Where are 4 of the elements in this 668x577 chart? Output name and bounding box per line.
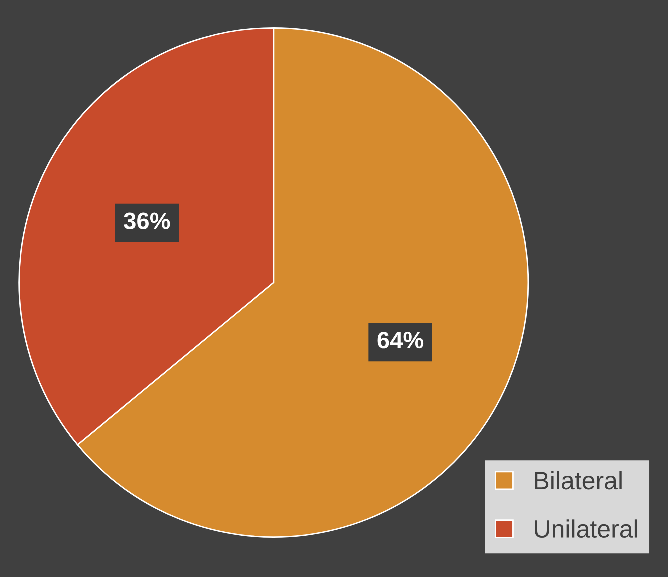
legend-label: Unilateral <box>535 520 638 538</box>
data-label: 36% <box>124 212 170 230</box>
legend-label: Bilateral <box>535 471 622 490</box>
data-label: 64% <box>378 332 424 349</box>
